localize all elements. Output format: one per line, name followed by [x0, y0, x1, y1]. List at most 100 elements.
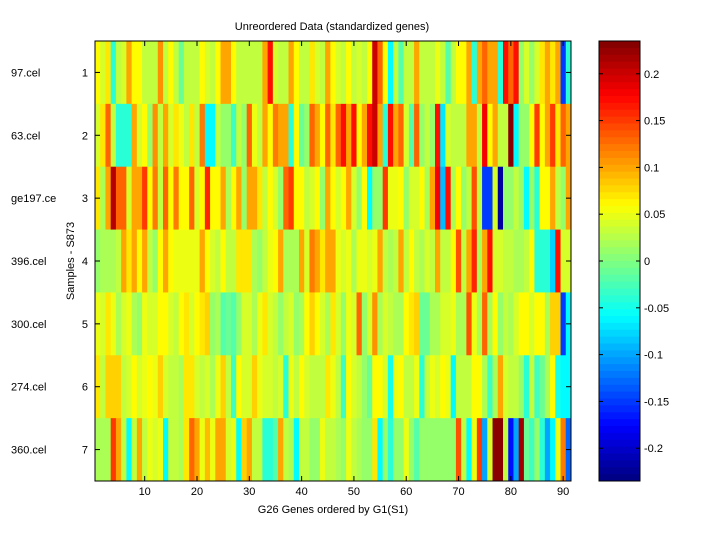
- heatmap-cell: [283, 292, 289, 356]
- heatmap-cell: [340, 292, 347, 356]
- heatmap-cell: [476, 418, 483, 482]
- heatmap-cell: [121, 229, 127, 293]
- heatmap-cell: [126, 355, 133, 419]
- colorbar: [599, 41, 640, 482]
- heatmap-cell: [497, 292, 504, 356]
- heatmap-cell: [163, 418, 169, 482]
- heatmap-cell: [272, 229, 279, 293]
- heatmap-cell: [550, 418, 556, 482]
- heatmap-cell: [356, 166, 363, 230]
- heatmap-cell: [100, 292, 106, 356]
- heatmap-cell: [445, 418, 452, 482]
- heatmap-cell: [497, 166, 504, 230]
- heatmap-cell: [508, 292, 514, 356]
- heatmap-cell: [513, 41, 520, 105]
- colorbar-swatch: [599, 364, 640, 372]
- heatmap-cell: [168, 355, 174, 419]
- heatmap-cell: [189, 229, 195, 293]
- heatmap-cell: [299, 355, 305, 419]
- heatmap-cell: [319, 103, 326, 168]
- heatmap-cell: [560, 229, 567, 293]
- heatmap-cell: [246, 166, 253, 230]
- heatmap-cell: [419, 41, 425, 105]
- heatmap-cell: [110, 41, 117, 105]
- heatmap-cell: [262, 292, 269, 356]
- heatmap-cell: [163, 292, 169, 356]
- heatmap-cell: [304, 355, 310, 419]
- heatmap-cell: [346, 103, 352, 168]
- heatmap-cell: [440, 166, 446, 230]
- heatmap-cell: [513, 103, 520, 168]
- heatmap-cell: [367, 292, 373, 356]
- heatmap-cell: [168, 418, 174, 482]
- heatmap-cell: [178, 41, 185, 105]
- colorbar-swatch: [599, 322, 640, 331]
- heatmap-cell: [424, 418, 431, 482]
- y-axis-label: Samples - S873: [65, 222, 77, 300]
- heatmap-cell: [225, 292, 232, 356]
- heatmap-cell: [236, 292, 242, 356]
- heatmap-cell: [387, 418, 394, 482]
- heatmap-cell: [523, 41, 530, 105]
- heatmap-cell: [147, 229, 153, 293]
- heatmap-cell: [335, 103, 342, 168]
- heatmap-cell: [492, 166, 499, 230]
- heatmap-cell: [518, 229, 525, 293]
- colorbar-swatch: [599, 61, 640, 69]
- heatmap-cell: [278, 229, 284, 293]
- colorbar-swatch: [599, 206, 640, 214]
- heatmap-cell: [194, 292, 201, 356]
- heatmap-cell: [492, 355, 499, 419]
- heatmap-cell: [503, 355, 509, 419]
- colorbar-swatch: [599, 178, 640, 186]
- heatmap-cell: [204, 355, 211, 419]
- heatmap-cell: [220, 229, 227, 293]
- heatmap-cell: [539, 103, 546, 168]
- heatmap-cell: [487, 292, 493, 356]
- heatmap-cell: [398, 355, 405, 419]
- heatmap-cell: [330, 355, 337, 419]
- heatmap-cell: [189, 103, 195, 168]
- heatmap-cell: [319, 41, 326, 105]
- heatmap-cell: [513, 292, 520, 356]
- heatmap-cell: [435, 166, 441, 230]
- y-tick-label: 1: [82, 67, 88, 79]
- row-label: 63.cel: [11, 130, 40, 142]
- heatmap-cell: [429, 166, 436, 230]
- heatmap-cell: [152, 292, 159, 356]
- heatmap-cell: [283, 166, 289, 230]
- heatmap-cell: [183, 418, 190, 482]
- heatmap-cell: [419, 166, 425, 230]
- heatmap-cell: [440, 41, 446, 105]
- colorbar-swatch: [599, 426, 640, 434]
- heatmap-cell: [529, 418, 535, 482]
- heatmap-cell: [450, 292, 457, 356]
- heatmap-cell: [550, 166, 556, 230]
- heatmap-cell: [518, 166, 525, 230]
- heatmap-cell: [283, 41, 289, 105]
- x-tick-label: 30: [243, 486, 255, 498]
- heatmap-cell: [393, 166, 399, 230]
- heatmap-cell: [278, 418, 284, 482]
- heatmap-cell: [544, 418, 551, 482]
- heatmap-cell: [126, 292, 133, 356]
- heatmap-cell: [136, 103, 143, 168]
- heatmap-cell: [136, 418, 143, 482]
- colorbar-swatch: [599, 54, 640, 63]
- heatmap-cell: [419, 355, 425, 419]
- heatmap-cell: [367, 166, 373, 230]
- row-label: 274.cel: [11, 382, 46, 394]
- heatmap-cell: [382, 229, 389, 293]
- heatmap-cell: [257, 103, 263, 168]
- heatmap-cell: [215, 229, 221, 293]
- colorbar-swatch: [599, 233, 640, 241]
- heatmap-cell: [147, 103, 153, 168]
- heatmap-cell: [340, 103, 347, 168]
- heatmap-cell: [461, 292, 467, 356]
- heatmap-cell: [330, 418, 337, 482]
- heatmap-cell: [340, 229, 347, 293]
- heatmap-cell: [440, 103, 446, 168]
- heatmap-cell: [121, 292, 127, 356]
- heatmap-cell: [534, 103, 541, 168]
- colorbar-ticks: 0.2 0.15 0.1 0.05 0 -0.05 -0.1 -0.15 -0.2: [599, 69, 669, 455]
